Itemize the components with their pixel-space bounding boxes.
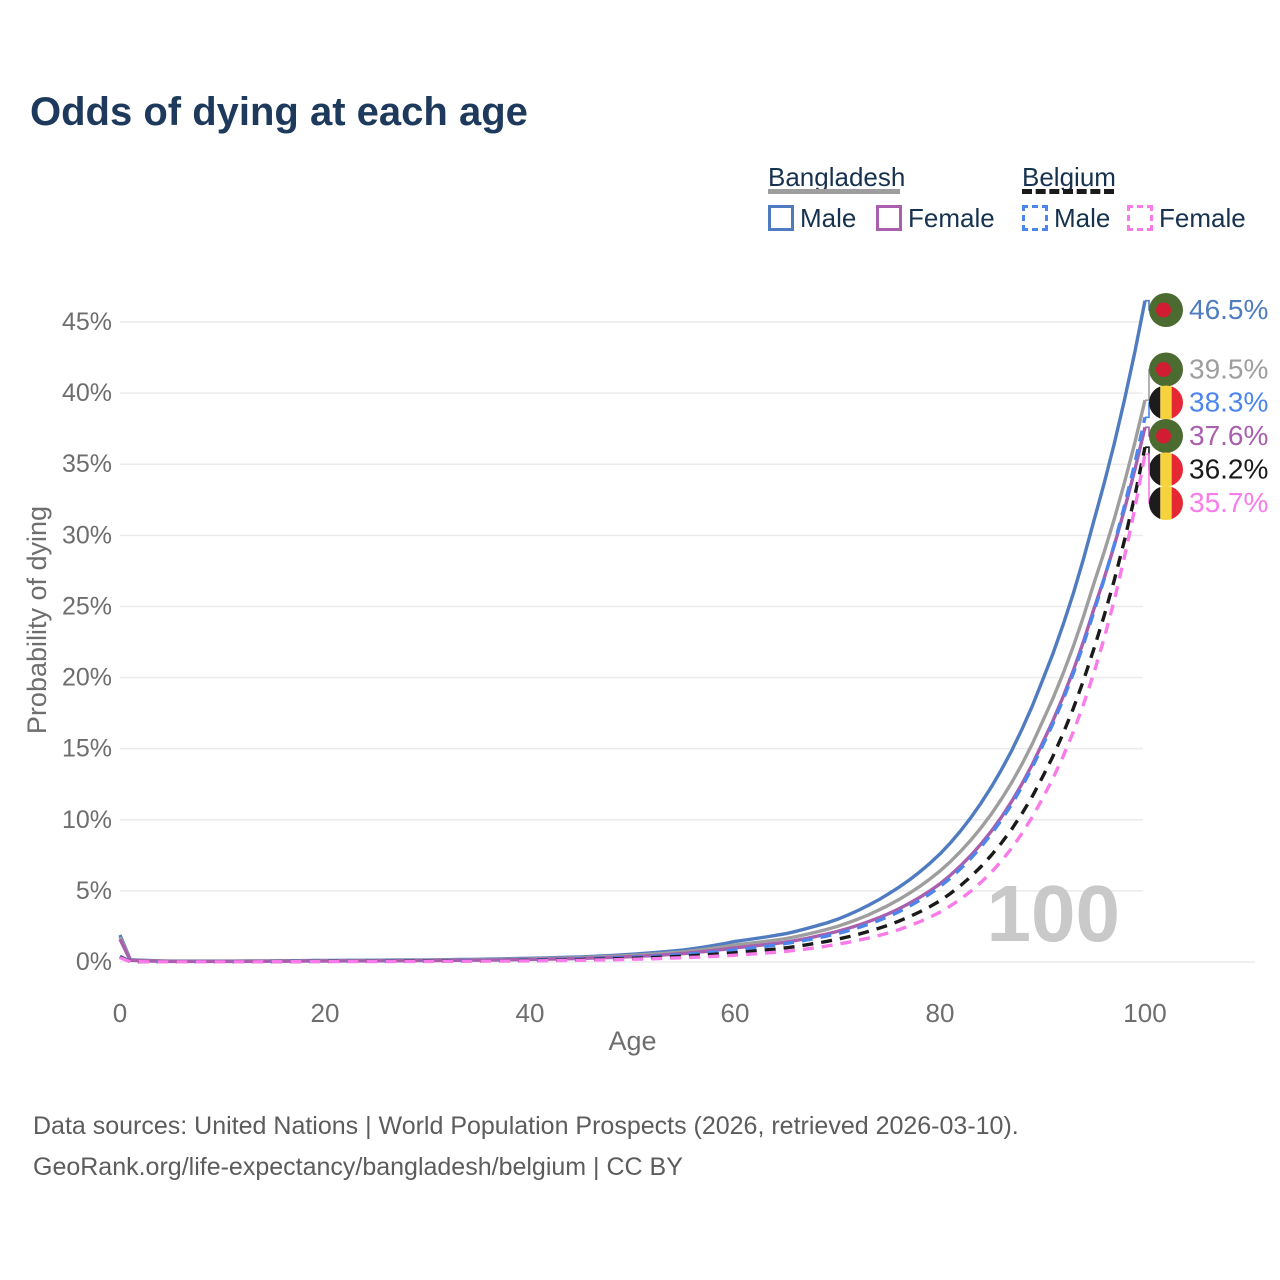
page-title: Odds of dying at each age	[30, 90, 528, 134]
bangladesh-flag-disc	[1156, 428, 1171, 444]
belgium-flag-icon	[1149, 486, 1161, 520]
age-watermark: 100	[987, 869, 1120, 958]
legend-label-belgium-male[interactable]: Male	[1054, 203, 1111, 233]
legend-group-belgium: Belgium	[1022, 162, 1116, 192]
legend-group-bangladesh: Bangladesh	[768, 162, 906, 192]
legend-belgium-line-sample	[1022, 189, 1114, 194]
x-tick-label: 40	[516, 998, 545, 1028]
legend-swatch-belgium-male[interactable]	[1022, 205, 1048, 231]
end-value-label: 39.5%	[1189, 354, 1268, 385]
belgium-flag-icon	[1149, 452, 1161, 487]
legend-bangladesh-line-sample	[768, 189, 900, 194]
belgium-flag-icon	[1149, 385, 1161, 420]
y-tick-label: 45%	[62, 308, 112, 336]
x-tick-label: 60	[721, 998, 750, 1028]
series-line-belgium-female	[119, 453, 1147, 964]
y-tick-label: 10%	[62, 806, 112, 834]
footer-data-sources: Data sources: United Nations | World Pop…	[33, 1112, 1019, 1140]
footer-attribution: GeoRank.org/life-expectancy/bangladesh/b…	[33, 1153, 683, 1181]
x-tick-label: 100	[1123, 998, 1166, 1028]
belgium-flag-stripe	[1160, 486, 1172, 520]
x-axis-title: Age	[608, 1026, 656, 1056]
y-tick-label: 0%	[76, 948, 112, 976]
belgium-flag-stripe	[1171, 486, 1183, 520]
bangladesh-flag-disc	[1156, 362, 1171, 377]
series-line-bangladesh-male	[118, 300, 1147, 963]
bangladesh-flag-disc	[1156, 302, 1171, 318]
footer: Data sources: United Nations | World Pop…	[33, 1106, 1019, 1188]
y-tick-label: 20%	[62, 664, 112, 692]
end-value-label: 37.6%	[1189, 420, 1268, 451]
y-tick-label: 40%	[62, 379, 112, 407]
end-value-label: 38.3%	[1189, 387, 1268, 418]
belgium-flag-stripe	[1171, 385, 1183, 420]
legend-swatch-bangladesh-male[interactable]	[768, 205, 794, 231]
end-value-label: 35.7%	[1189, 487, 1268, 518]
belgium-flag-stripe	[1171, 452, 1183, 487]
y-tick-label: 35%	[62, 450, 112, 478]
y-tick-label: 30%	[62, 521, 112, 549]
legend-label-bangladesh-female[interactable]: Female	[908, 203, 995, 233]
legend-label-bangladesh-male[interactable]: Male	[800, 203, 857, 233]
end-value-label: 46.5%	[1189, 294, 1268, 325]
x-tick-label: 0	[113, 998, 127, 1028]
legend-swatch-bangladesh-female[interactable]	[876, 205, 902, 231]
y-axis-title: Probability of dying	[22, 506, 52, 734]
legend-swatch-belgium-female[interactable]	[1127, 205, 1153, 231]
y-tick-label: 5%	[76, 877, 112, 905]
belgium-flag-stripe	[1160, 452, 1172, 487]
y-tick-label: 25%	[62, 592, 112, 620]
y-tick-label: 15%	[62, 735, 112, 763]
legend-label-belgium-female[interactable]: Female	[1159, 203, 1246, 233]
end-value-label: 36.2%	[1189, 454, 1268, 485]
belgium-flag-stripe	[1160, 385, 1172, 420]
x-tick-label: 80	[926, 998, 955, 1028]
x-tick-label: 20	[311, 998, 340, 1028]
